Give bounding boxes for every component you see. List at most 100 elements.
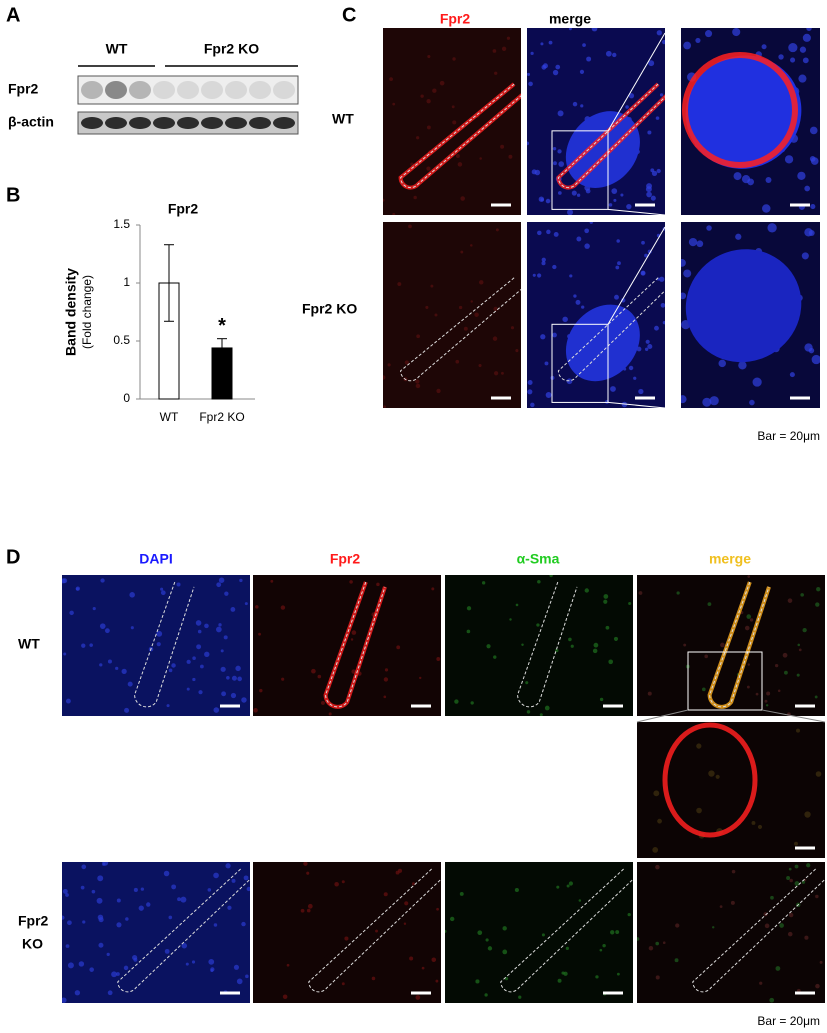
cell xyxy=(160,587,164,591)
cell xyxy=(616,972,620,976)
cell xyxy=(610,930,615,935)
cell xyxy=(431,587,435,591)
row-label: Fpr2 xyxy=(18,913,49,929)
cell xyxy=(439,80,445,86)
cell xyxy=(580,104,584,108)
outline xyxy=(308,868,441,993)
cell xyxy=(696,807,702,814)
cell xyxy=(638,591,643,595)
cell xyxy=(65,893,69,897)
cell xyxy=(650,195,656,201)
cell xyxy=(800,593,804,597)
cell xyxy=(565,946,569,950)
blot-band xyxy=(249,117,271,129)
cell xyxy=(662,941,666,944)
cell xyxy=(553,231,559,237)
rim-zoom xyxy=(662,722,758,838)
cell xyxy=(415,995,421,1000)
cell xyxy=(527,141,530,146)
cell xyxy=(207,888,212,892)
zoom-line xyxy=(607,226,666,325)
cell xyxy=(236,978,243,985)
cell xyxy=(788,42,798,53)
cell xyxy=(788,912,794,918)
cell xyxy=(436,657,441,661)
cell xyxy=(732,28,741,37)
cell xyxy=(63,652,67,656)
cell xyxy=(311,668,316,674)
cell xyxy=(578,899,582,902)
cell xyxy=(811,354,820,365)
cell xyxy=(762,204,771,213)
cell xyxy=(383,677,389,682)
cell xyxy=(91,889,96,894)
cell xyxy=(647,343,653,350)
cell xyxy=(796,728,801,733)
cell xyxy=(436,388,441,394)
cell xyxy=(196,644,202,650)
cell xyxy=(111,971,117,978)
cell xyxy=(426,99,431,104)
cell xyxy=(397,868,403,873)
image-content xyxy=(527,28,665,215)
cell xyxy=(501,46,507,51)
cell xyxy=(586,56,592,62)
cell xyxy=(553,161,557,166)
tissue xyxy=(565,304,640,382)
cell xyxy=(558,161,565,167)
cell xyxy=(97,875,104,882)
cell xyxy=(573,294,577,298)
y-axis-sublabel: (Fold change) xyxy=(80,275,94,349)
cell xyxy=(733,172,742,181)
image-bg xyxy=(253,575,441,716)
cell xyxy=(611,188,618,194)
cell xyxy=(455,154,460,158)
cell xyxy=(646,191,652,198)
column-header: merge xyxy=(709,551,751,567)
cell xyxy=(230,607,236,612)
cell xyxy=(802,627,807,633)
micrograph xyxy=(445,575,633,716)
outline xyxy=(692,868,825,993)
cell xyxy=(185,962,189,966)
image-bg xyxy=(445,575,633,716)
cell xyxy=(449,916,455,922)
cell xyxy=(383,695,387,699)
cell xyxy=(636,346,642,352)
cell xyxy=(770,895,774,900)
cell xyxy=(470,244,473,247)
image-bg xyxy=(383,28,521,215)
cell xyxy=(562,316,568,323)
cell xyxy=(510,326,515,330)
cell xyxy=(138,905,144,911)
cell xyxy=(755,692,759,696)
outline xyxy=(400,83,521,189)
y-tick-label: 1 xyxy=(123,275,130,289)
cell xyxy=(707,602,712,606)
cell xyxy=(460,196,465,201)
cell xyxy=(383,375,386,380)
cell xyxy=(168,915,173,920)
cell xyxy=(608,659,614,665)
cell xyxy=(403,922,407,925)
cell xyxy=(231,675,237,681)
cell xyxy=(790,57,796,63)
cell xyxy=(481,581,486,585)
micrograph xyxy=(681,222,820,408)
cell xyxy=(541,261,546,266)
cell xyxy=(530,51,534,56)
cell xyxy=(171,884,177,890)
cell xyxy=(328,712,332,716)
cell xyxy=(479,157,482,160)
cell xyxy=(124,707,130,713)
cell xyxy=(806,28,812,31)
cell xyxy=(625,105,629,109)
cell xyxy=(712,926,715,929)
cell xyxy=(683,643,687,647)
cell xyxy=(218,577,225,583)
cell xyxy=(746,614,752,619)
column-header: DAPI xyxy=(139,551,172,567)
cell xyxy=(116,972,120,976)
cell xyxy=(789,878,793,883)
cell xyxy=(500,144,505,149)
